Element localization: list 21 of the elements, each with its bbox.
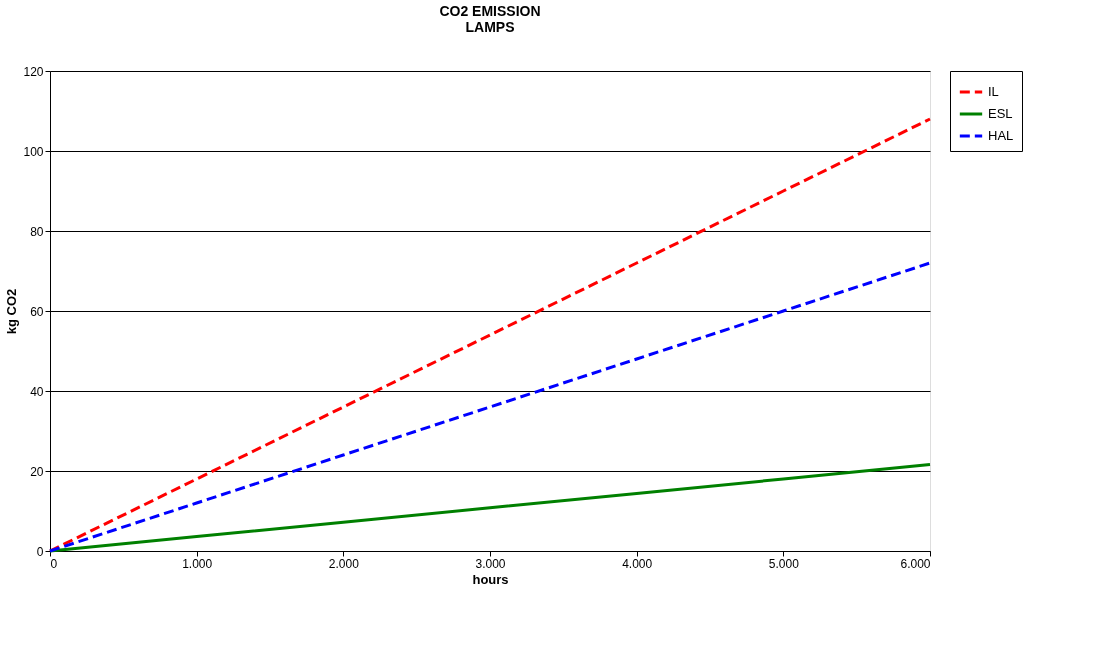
x-tick-label: 3.000: [475, 556, 506, 571]
y-tick-label: 120: [23, 64, 44, 79]
x-tick-label: 4.000: [622, 556, 653, 571]
y-tick-label: 40: [30, 384, 44, 399]
x-tick-label: 6.000: [900, 556, 931, 571]
y-axis-title: kg CO2: [4, 288, 20, 335]
legend-label: IL: [988, 84, 999, 99]
x-tick-label: 2.000: [328, 556, 360, 571]
x-tick-label: 5.000: [768, 556, 800, 571]
chart-title: CO2 EMISSION LAMPS: [439, 3, 541, 35]
y-tick-label: 20: [30, 464, 44, 479]
x-axis-title: hours: [472, 571, 509, 587]
x-tick-label: 0: [50, 556, 58, 571]
y-tick-label: 0: [36, 544, 44, 559]
y-tick-label: 100: [23, 144, 44, 159]
y-tick-label: 60: [30, 304, 44, 319]
legend-label: HAL: [988, 128, 1014, 143]
x-tick-label: 1.000: [182, 556, 213, 571]
legend-label: ESL: [988, 106, 1013, 121]
y-tick-label: 80: [30, 224, 44, 239]
line-series: [48, 261, 932, 553]
